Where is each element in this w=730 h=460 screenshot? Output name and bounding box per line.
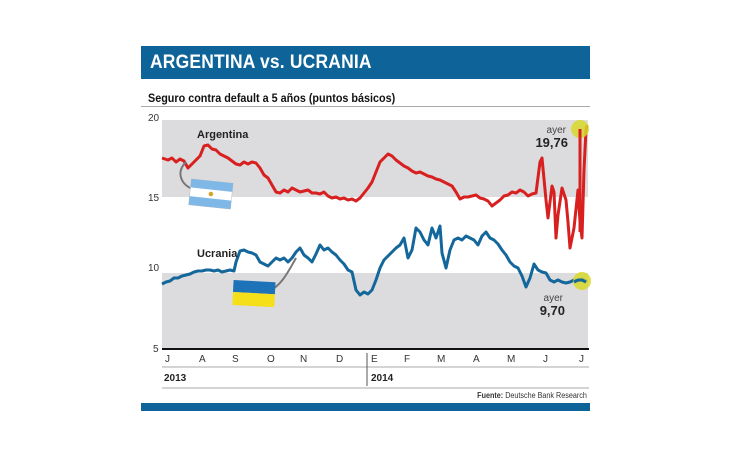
x-axis-months: J A S O N D E F M A M J J (165, 354, 584, 365)
ucrania-ayer-label: ayer (544, 293, 564, 304)
argentina-ayer-value: 19,76 (535, 135, 568, 150)
svg-text:M: M (507, 354, 515, 365)
chart-subtitle: Seguro contra default a 5 años (puntos b… (148, 91, 396, 105)
ucrania-line (161, 224, 589, 297)
y-tick-15: 15 (148, 193, 160, 204)
argentina-ayer-label: ayer (547, 125, 567, 136)
year-2014: 2014 (371, 373, 394, 384)
argentina-line (161, 124, 589, 250)
y-tick-20: 20 (148, 113, 160, 124)
svg-text:A: A (473, 354, 480, 365)
svg-text:J: J (165, 354, 170, 365)
svg-text:J: J (579, 354, 584, 365)
argentina-label: Argentina (197, 129, 249, 141)
ucrania-latest-segment (573, 278, 587, 284)
year-2013: 2013 (164, 373, 187, 384)
y-tick-10: 10 (148, 263, 160, 274)
svg-text:M: M (437, 354, 445, 365)
svg-text:D: D (336, 354, 343, 365)
ucrania-ayer-value: 9,70 (540, 303, 565, 318)
source-note: Fuente: Deutsche Bank Research (477, 391, 587, 400)
chart-title: ARGENTINA vs. UCRANIA (150, 52, 372, 73)
source-value: Deutsche Bank Research (505, 391, 587, 400)
title-banner: ARGENTINA vs. UCRANIA (141, 46, 590, 79)
svg-text:N: N (300, 354, 307, 365)
ucrania-flag-icon (232, 280, 276, 308)
y-tick-5: 5 (153, 344, 159, 355)
bottom-bar (141, 403, 590, 411)
svg-text:F: F (404, 354, 410, 365)
svg-text:S: S (232, 354, 239, 365)
svg-text:J: J (543, 354, 548, 365)
source-label: Fuente: (477, 391, 504, 400)
svg-text:O: O (267, 354, 275, 365)
subtitle-divider (141, 106, 590, 107)
ucrania-label: Ucrania (197, 248, 238, 260)
svg-text:A: A (199, 354, 206, 365)
svg-text:E: E (371, 354, 378, 365)
argentina-flag-icon (188, 178, 234, 210)
